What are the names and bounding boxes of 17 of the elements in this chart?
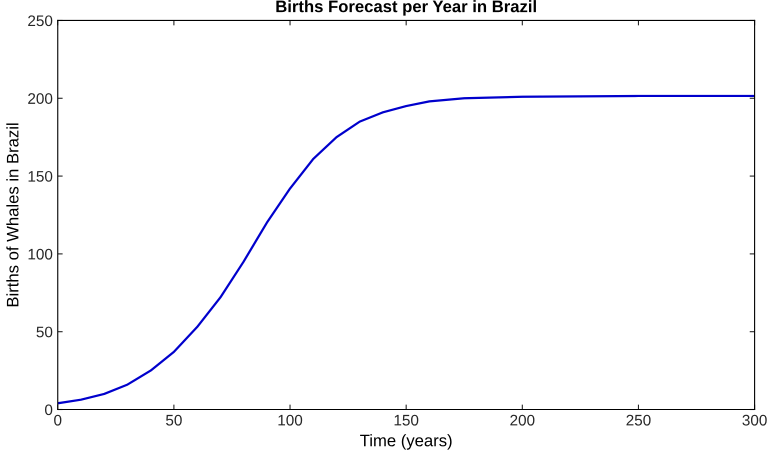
y-tick-label: 0 bbox=[44, 404, 52, 416]
x-tick-label: 50 bbox=[166, 414, 182, 426]
line-series bbox=[58, 94, 755, 404]
x-tick-label: 300 bbox=[742, 414, 767, 426]
x-axis-title: Time (years) bbox=[360, 434, 452, 450]
chart-title: Births Forecast per Year in Brazil bbox=[276, 0, 536, 16]
y-tick-label: 250 bbox=[28, 15, 52, 26]
y-tick-label: 200 bbox=[28, 93, 52, 104]
x-tick-label: 250 bbox=[626, 414, 651, 426]
x-tick-label: 0 bbox=[54, 414, 62, 426]
y-tick-label: 50 bbox=[36, 326, 52, 338]
x-tick-label: 200 bbox=[510, 414, 534, 426]
y-tick-label: 100 bbox=[28, 248, 52, 260]
y-axis-title: Births of Whales in Brazil bbox=[6, 123, 19, 306]
y-tick-label: 150 bbox=[28, 170, 52, 182]
x-tick-label: 150 bbox=[394, 414, 418, 426]
x-tick-label: 100 bbox=[278, 414, 302, 426]
